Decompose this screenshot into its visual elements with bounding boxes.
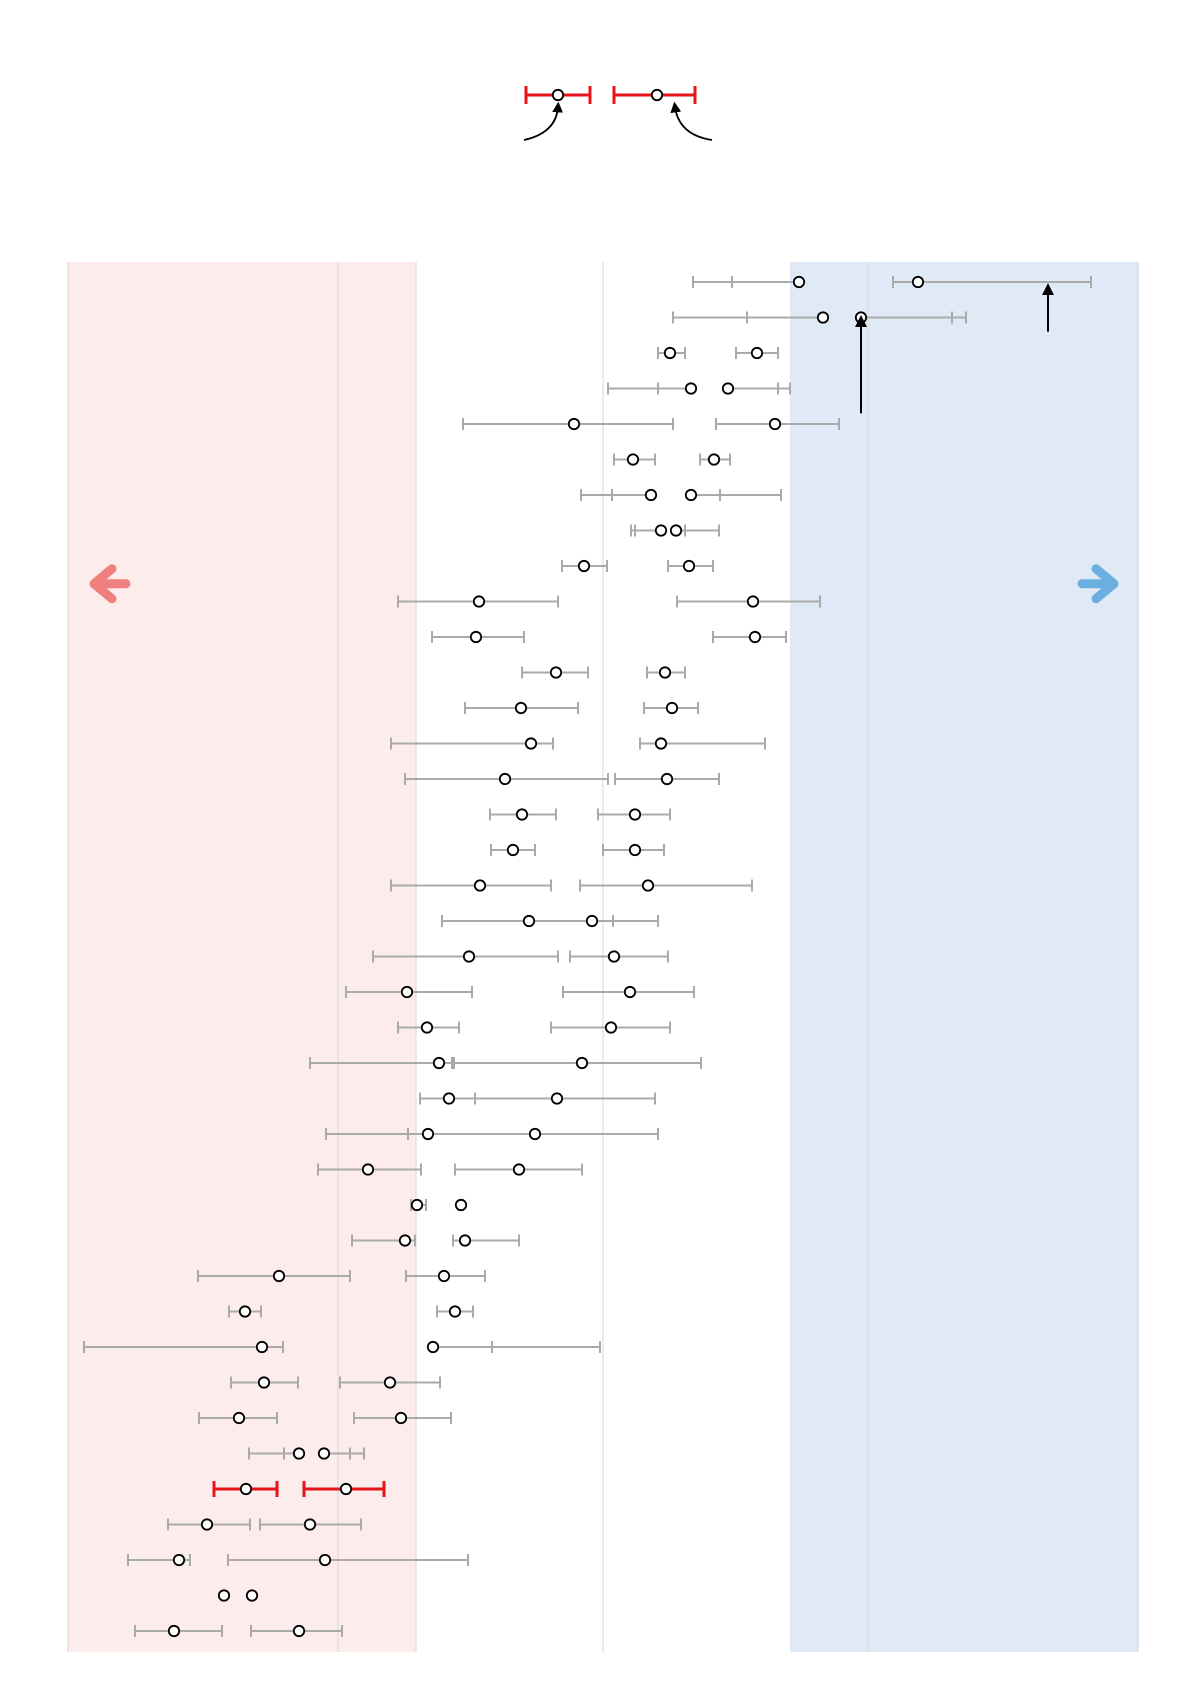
data-point <box>498 772 512 786</box>
data-point <box>272 1269 286 1283</box>
data-point <box>669 524 683 537</box>
data-point <box>665 701 679 715</box>
data-point <box>448 1305 462 1318</box>
data-point <box>239 1482 253 1496</box>
data-point <box>660 772 674 786</box>
data-point <box>245 1589 259 1602</box>
data-point <box>663 346 677 360</box>
data-point <box>792 275 806 289</box>
data-point <box>255 1340 269 1354</box>
data-point <box>432 1056 446 1070</box>
data-point <box>549 666 563 679</box>
data-point <box>628 808 642 821</box>
data-point <box>339 1482 353 1496</box>
legend-curved-arrow <box>670 101 713 141</box>
data-point <box>746 595 760 608</box>
data-point <box>514 701 528 715</box>
data-point <box>361 1163 375 1176</box>
data-point <box>217 1589 231 1602</box>
data-point <box>658 666 672 679</box>
data-point <box>550 1092 564 1105</box>
data-point <box>607 950 621 963</box>
legend-curved-arrow <box>523 101 563 141</box>
data-point <box>750 346 764 360</box>
data-point <box>506 843 520 857</box>
data-point <box>232 1411 246 1425</box>
legend-point <box>650 88 664 102</box>
data-point <box>528 1127 542 1141</box>
data-point <box>816 311 830 324</box>
data-point <box>575 1056 589 1070</box>
data-point <box>577 559 591 573</box>
data-point <box>911 275 925 289</box>
data-point <box>567 417 581 431</box>
data-point <box>512 1163 526 1176</box>
data-point <box>394 1411 408 1425</box>
data-point <box>721 382 735 395</box>
data-point <box>472 595 486 608</box>
data-point <box>682 559 696 573</box>
data-point <box>768 417 782 431</box>
data-point <box>458 1234 472 1247</box>
data-point <box>410 1198 424 1212</box>
data-point <box>585 914 599 928</box>
data-point <box>515 808 529 821</box>
right-direction-arrow <box>1077 564 1119 604</box>
data-point <box>167 1624 181 1638</box>
data-point <box>604 1021 618 1034</box>
data-point <box>469 630 483 644</box>
data-point <box>398 1234 412 1247</box>
data-point <box>473 879 487 892</box>
data-point <box>420 1021 434 1034</box>
data-point <box>383 1376 397 1389</box>
data-point <box>172 1553 186 1567</box>
legend-point <box>551 88 565 102</box>
data-point <box>522 914 536 928</box>
data-point <box>641 879 655 892</box>
data-point <box>421 1127 435 1141</box>
data-point <box>442 1092 456 1105</box>
data-point <box>426 1340 440 1354</box>
data-point <box>628 843 642 857</box>
data-point <box>524 737 538 750</box>
data-point <box>292 1624 306 1638</box>
data-point <box>318 1553 332 1567</box>
data-point <box>400 985 414 999</box>
left-region <box>68 262 416 1652</box>
data-point <box>238 1305 252 1318</box>
data-point <box>707 453 721 466</box>
data-point <box>462 950 476 963</box>
data-point <box>454 1198 468 1212</box>
data-point <box>626 453 640 466</box>
data-point <box>292 1447 306 1460</box>
data-point <box>644 488 658 502</box>
data-point <box>257 1376 271 1389</box>
data-point <box>200 1518 214 1531</box>
data-point <box>317 1447 331 1460</box>
data-point <box>684 488 698 502</box>
data-point <box>684 382 698 395</box>
data-point <box>654 524 668 537</box>
data-point <box>437 1269 451 1283</box>
data-point <box>303 1518 317 1531</box>
data-point <box>748 630 762 644</box>
left-direction-arrow <box>89 564 131 604</box>
right-region <box>790 262 1138 1652</box>
data-point <box>654 737 668 750</box>
data-point <box>623 985 637 999</box>
